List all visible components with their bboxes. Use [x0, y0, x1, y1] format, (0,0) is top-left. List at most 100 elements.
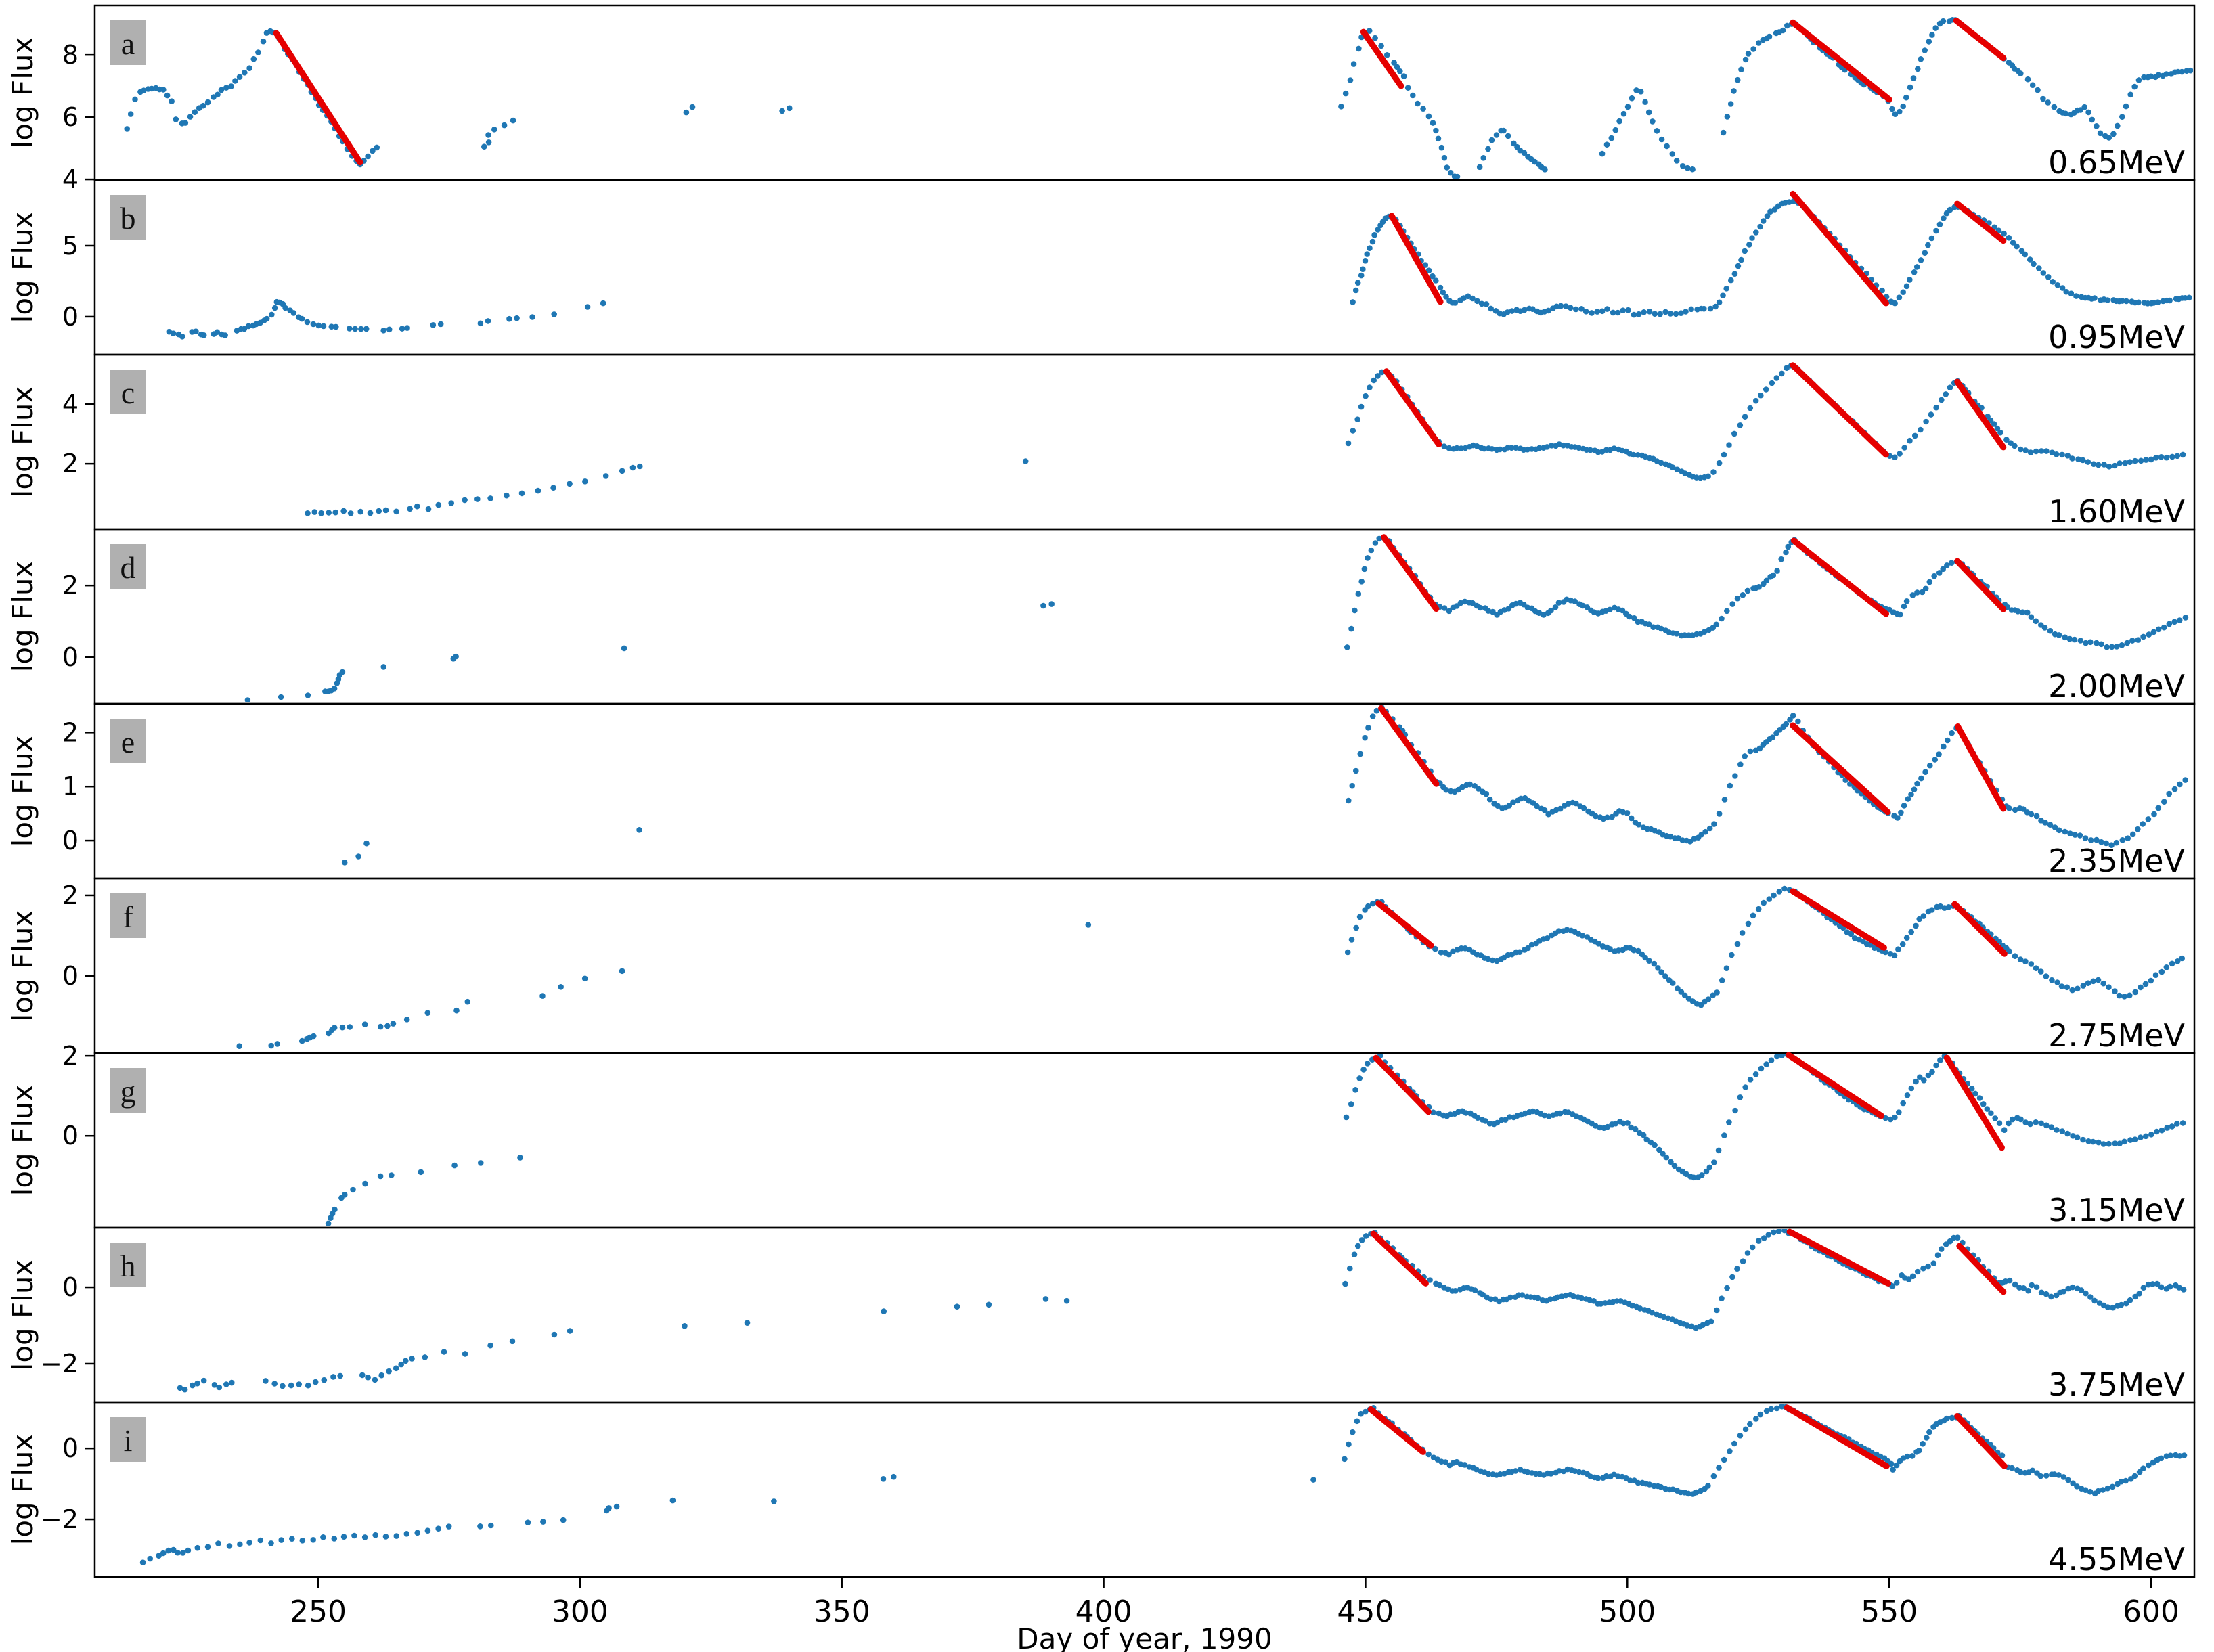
fit-line	[1360, 28, 1404, 89]
data-point	[1542, 166, 1548, 173]
data-point	[1891, 952, 1898, 959]
data-point	[1615, 1473, 1621, 1479]
data-point	[518, 490, 525, 497]
data-point	[2140, 1465, 2146, 1471]
data-point	[1716, 299, 1723, 306]
data-point	[1570, 1293, 1576, 1299]
data-point	[331, 1536, 338, 1542]
data-point	[1645, 109, 1652, 116]
data-point	[2100, 980, 2106, 987]
data-point	[1355, 591, 1362, 597]
data-point	[1048, 601, 1055, 607]
data-point	[1783, 549, 1789, 556]
data-point	[1437, 284, 1444, 291]
data-point	[1737, 1433, 1744, 1439]
data-point	[2177, 1453, 2183, 1459]
data-point	[1536, 610, 1543, 616]
data-point	[1734, 1266, 1740, 1272]
data-point	[2177, 781, 2183, 788]
data-point	[689, 104, 696, 110]
data-point	[299, 1037, 305, 1044]
data-point	[2188, 67, 2193, 74]
data-point	[1901, 445, 1907, 451]
y-axis-label: log Flux	[6, 1259, 39, 1371]
data-point	[1909, 1453, 1916, 1459]
data-point	[2118, 1478, 2125, 1485]
data-point	[2163, 454, 2170, 461]
data-point	[1716, 811, 1723, 817]
data-point	[1353, 767, 1359, 774]
data-point	[1879, 287, 1885, 294]
data-point	[386, 326, 393, 333]
data-point	[305, 1382, 311, 1389]
data-point	[2106, 1140, 2112, 1147]
data-point	[1706, 825, 1713, 832]
data-point	[1368, 547, 1375, 554]
scatter-series-g	[325, 1054, 2186, 1226]
data-point	[1573, 800, 1579, 807]
data-point	[2109, 1483, 2116, 1490]
data-point	[2043, 1122, 2050, 1129]
data-point	[350, 1186, 356, 1193]
data-point	[1932, 757, 1938, 763]
data-point	[2145, 816, 2152, 822]
data-point	[1923, 418, 1929, 425]
data-point	[372, 1532, 378, 1538]
data-point	[1710, 992, 1716, 999]
data-point	[2129, 831, 2136, 838]
data-point	[637, 463, 643, 470]
data-point	[2038, 1120, 2044, 1127]
data-point	[170, 1546, 177, 1553]
data-point	[1705, 996, 1712, 1002]
data-point	[2131, 83, 2138, 90]
data-point	[1544, 935, 1551, 941]
data-point	[1997, 429, 2003, 436]
data-point	[2143, 1133, 2149, 1140]
data-point	[278, 694, 284, 700]
data-point	[1737, 1094, 1744, 1100]
data-point	[1310, 1477, 1316, 1483]
data-point	[2163, 71, 2169, 77]
energy-label: 4.55MeV	[2048, 1541, 2185, 1578]
data-point	[1715, 1147, 1722, 1154]
data-point	[1727, 782, 1733, 789]
data-point	[1565, 1109, 1572, 1115]
data-point	[1612, 1120, 1619, 1127]
data-point	[1350, 299, 1356, 305]
data-point	[315, 322, 322, 329]
data-point	[1716, 1465, 1722, 1471]
data-point	[1545, 307, 1551, 314]
data-point	[636, 827, 642, 833]
data-point	[1920, 1441, 1926, 1447]
data-point	[1755, 1238, 1762, 1244]
data-point	[1363, 393, 1369, 399]
data-point	[1742, 414, 1748, 420]
data-point	[2064, 1130, 2071, 1137]
data-point	[1912, 432, 1918, 439]
data-point	[1658, 1483, 1664, 1490]
data-point	[1747, 1421, 1753, 1427]
data-point	[2155, 72, 2162, 79]
data-point	[1383, 52, 1390, 58]
data-point	[263, 1378, 269, 1384]
data-point	[1768, 1406, 1774, 1412]
data-point	[2119, 298, 2125, 304]
data-point	[1739, 930, 1746, 936]
data-point	[182, 120, 189, 126]
data-point	[268, 1540, 274, 1546]
data-point	[1941, 743, 1947, 750]
fit-line	[1786, 1052, 1884, 1119]
panel-g: 2 0 log Flux g 3.15MeV	[6, 1041, 2196, 1229]
data-point	[1658, 136, 1665, 143]
data-point	[179, 334, 185, 340]
x-tick-label: 550	[1861, 1594, 1918, 1629]
data-point	[2131, 1473, 2138, 1479]
panel-label-box	[110, 1417, 146, 1462]
panel-border	[93, 528, 2196, 705]
data-point	[418, 1169, 424, 1176]
data-point	[1660, 1151, 1666, 1157]
data-point	[1779, 27, 1786, 34]
data-point	[1913, 922, 1919, 929]
data-point	[2176, 1285, 2182, 1291]
data-point	[2043, 973, 2050, 979]
